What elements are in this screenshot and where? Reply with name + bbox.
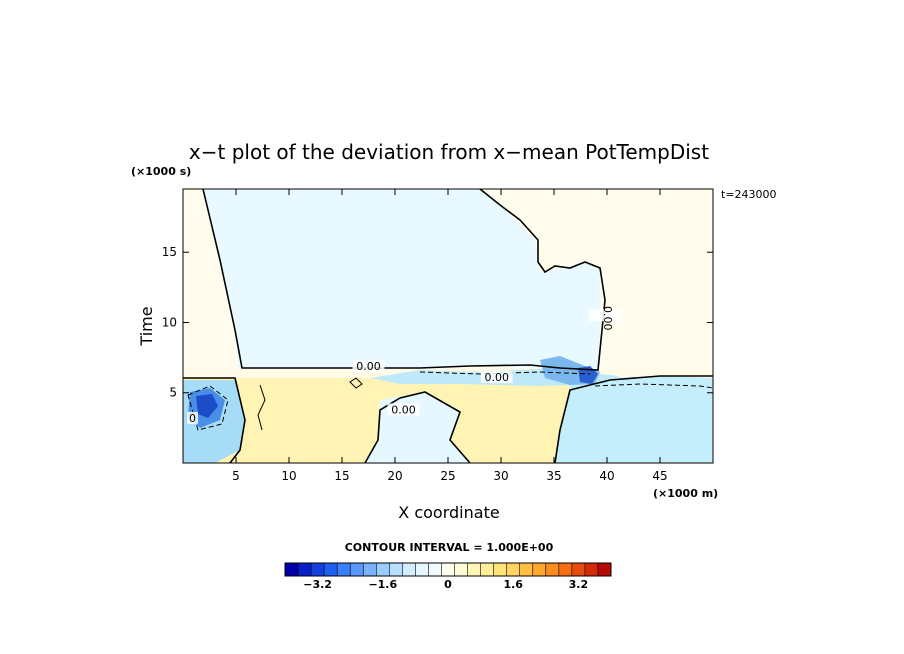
colorbar-tick-label-1: −1.6 <box>368 578 397 591</box>
x-tick-label-5: 30 <box>493 469 508 483</box>
y-axis: 5 10 15 <box>162 245 713 400</box>
colorbar-swatch-4 <box>337 563 351 576</box>
x-unit-label: (×1000 m) <box>653 487 718 500</box>
colorbar-swatch-5 <box>350 563 364 576</box>
warm-contours <box>257 377 363 431</box>
contour-label-bg-2 <box>387 403 420 416</box>
contour-label-bg-3 <box>588 309 621 322</box>
colorbar-swatch-24 <box>597 563 612 576</box>
dashed-contour-2 <box>594 383 713 389</box>
colorbar-frame <box>284 562 612 577</box>
colorbar-swatch-7 <box>376 563 390 576</box>
colorbar-swatch-15 <box>480 563 494 576</box>
colorbar-swatch-0 <box>285 563 299 576</box>
x-tick-label-6: 35 <box>546 469 561 483</box>
y-tick-label-2: 15 <box>162 245 177 259</box>
contour-label-bg-4 <box>187 411 199 424</box>
x-tick-label-7: 40 <box>599 469 614 483</box>
colorbar-swatch-21 <box>558 563 573 576</box>
colorbar-swatch-12 <box>441 563 455 576</box>
x-axis-label: X coordinate <box>398 503 499 522</box>
x-tick-label-1: 10 <box>281 469 296 483</box>
colorbar-swatch-20 <box>545 563 560 576</box>
colorbar-swatch-16 <box>493 563 507 576</box>
zero-contour-right <box>554 375 713 463</box>
colorbar-swatch-9 <box>402 563 416 576</box>
warm-contour-2 <box>349 377 363 389</box>
y-tick-label-1: 10 <box>162 315 177 329</box>
x-tick-label-8: 45 <box>652 469 667 483</box>
chart-title: x−t plot of the deviation from x−mean Po… <box>189 140 709 164</box>
colorbar: −3.2 −1.6 0 1.6 3.2 <box>284 562 612 591</box>
colorbar-tick-label-2: 0 <box>444 578 452 591</box>
colorbar-swatch-18 <box>519 563 534 576</box>
zero-contour-upper <box>202 189 606 371</box>
zero-contours <box>183 189 713 463</box>
colorbar-swatch-1 <box>298 563 312 576</box>
warm-contour-1 <box>257 384 266 431</box>
dashed-contour-1 <box>187 385 229 431</box>
contour-label-2: 0.00 <box>391 403 416 416</box>
cold-anomaly-region <box>203 189 600 372</box>
x-tick-label-3: 20 <box>387 469 402 483</box>
x-tick-label-2: 15 <box>334 469 349 483</box>
colorbar-swatch-8 <box>389 563 403 576</box>
contour-label-0: 0.00 <box>356 360 381 373</box>
colorbar-tick-label-3: 1.6 <box>503 578 523 591</box>
colorbar-swatch-3 <box>324 563 338 576</box>
colorbar-swatch-11 <box>428 563 442 576</box>
contour-interval: CONTOUR INTERVAL = 1.000E+00 <box>345 541 554 554</box>
zero-contour-left <box>183 377 246 463</box>
colorbar-swatch-13 <box>454 563 468 576</box>
contour-label-1: 0.00 <box>485 371 510 384</box>
colorbar-swatch-22 <box>571 563 586 576</box>
contour-label-bg-0 <box>352 359 385 372</box>
colorbar-swatch-19 <box>532 563 547 576</box>
colorbar-swatch-17 <box>506 563 521 576</box>
colorbar-swatch-23 <box>584 563 599 576</box>
colorbar-swatch-2 <box>311 563 325 576</box>
y-axis-label: Time <box>137 306 156 346</box>
x-axis: 5 10 15 20 25 30 35 40 45 <box>232 189 668 483</box>
right-cold-region <box>555 376 713 463</box>
colorbar-tick-label-0: −3.2 <box>303 578 332 591</box>
time-annotation: t=243000 <box>721 188 777 201</box>
colorbar-swatch-14 <box>467 563 481 576</box>
left-cold-core <box>196 394 218 418</box>
contour-label-3: 0.00 <box>601 306 614 331</box>
y-unit-label: (×1000 s) <box>131 165 191 178</box>
y-tick-label-0: 5 <box>169 386 177 400</box>
colorbar-tick-label-4: 3.2 <box>569 578 589 591</box>
colorbar-swatch-10 <box>415 563 429 576</box>
colorbar-swatch-6 <box>363 563 377 576</box>
contour-labels: 0.00 0.00 0.00 0.00 0 <box>187 306 621 425</box>
contour-label-bg-1 <box>480 371 513 384</box>
x-tick-label-0: 5 <box>232 469 240 483</box>
zero-contour-lower <box>364 391 471 463</box>
contour-label-4: 0 <box>189 412 196 425</box>
x-tick-label-4: 25 <box>440 469 455 483</box>
plot-area: 0.00 0.00 0.00 0.00 0 <box>183 189 713 463</box>
